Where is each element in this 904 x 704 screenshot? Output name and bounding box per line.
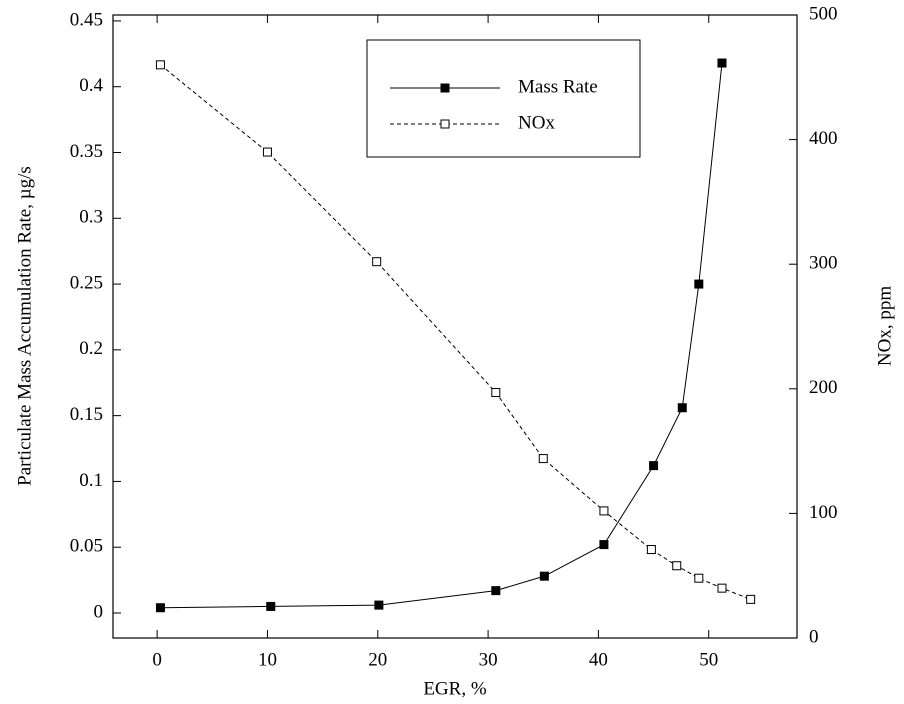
- y-tick-label: 0.4: [79, 75, 103, 96]
- marker: [649, 461, 659, 471]
- x-tick-label: 30: [479, 649, 498, 670]
- marker: [266, 601, 276, 611]
- marker: [717, 58, 727, 68]
- marker: [372, 257, 382, 267]
- x-axis-label: EGR, %: [423, 678, 487, 699]
- marker: [677, 403, 687, 413]
- marker: [155, 603, 165, 613]
- marker: [262, 147, 272, 157]
- marker: [491, 586, 501, 596]
- legend-box: [366, 39, 641, 158]
- marker: [599, 540, 609, 550]
- y-tick-label: 0.2: [79, 338, 103, 359]
- x-tick-label: 0: [152, 649, 162, 670]
- plot-frame: [112, 14, 798, 639]
- marker: [538, 454, 548, 464]
- marker: [155, 60, 165, 70]
- y2-tick-label: 300: [809, 253, 838, 274]
- x-tick-label: 20: [368, 649, 387, 670]
- y-tick-label: 0.35: [70, 141, 103, 162]
- y-tick-label: 0: [94, 601, 104, 622]
- marker: [717, 583, 727, 593]
- legend-label: Mass Rate: [518, 76, 598, 97]
- y2-tick-label: 400: [809, 128, 838, 149]
- marker: [646, 545, 656, 555]
- legend-label: NOx: [518, 112, 555, 133]
- marker: [694, 279, 704, 289]
- marker: [746, 594, 756, 604]
- legend-marker: [440, 119, 450, 129]
- y2-axis-label: NOx, ppm: [874, 286, 895, 366]
- x-tick-label: 50: [699, 649, 718, 670]
- y-tick-label: 0.15: [70, 404, 103, 425]
- x-tick-label: 10: [258, 649, 277, 670]
- marker: [491, 388, 501, 398]
- y2-tick-label: 100: [809, 502, 838, 523]
- marker: [672, 561, 682, 571]
- y-tick-label: 0.45: [70, 9, 103, 30]
- y2-tick-label: 200: [809, 377, 838, 398]
- y2-tick-label: 0: [809, 626, 819, 647]
- legend-marker: [440, 83, 450, 93]
- y-tick-label: 0.05: [70, 536, 103, 557]
- marker: [694, 573, 704, 583]
- y-tick-label: 0.3: [79, 207, 103, 228]
- marker: [374, 600, 384, 610]
- y2-tick-label: 500: [809, 3, 838, 24]
- series-line: [160, 62, 723, 609]
- y-tick-label: 0.25: [70, 272, 103, 293]
- y-axis-label: Particulate Mass Accumulation Rate, µg/s: [14, 166, 35, 486]
- marker: [599, 506, 609, 516]
- y-tick-label: 0.1: [79, 470, 103, 491]
- marker: [539, 571, 549, 581]
- x-tick-label: 40: [589, 649, 608, 670]
